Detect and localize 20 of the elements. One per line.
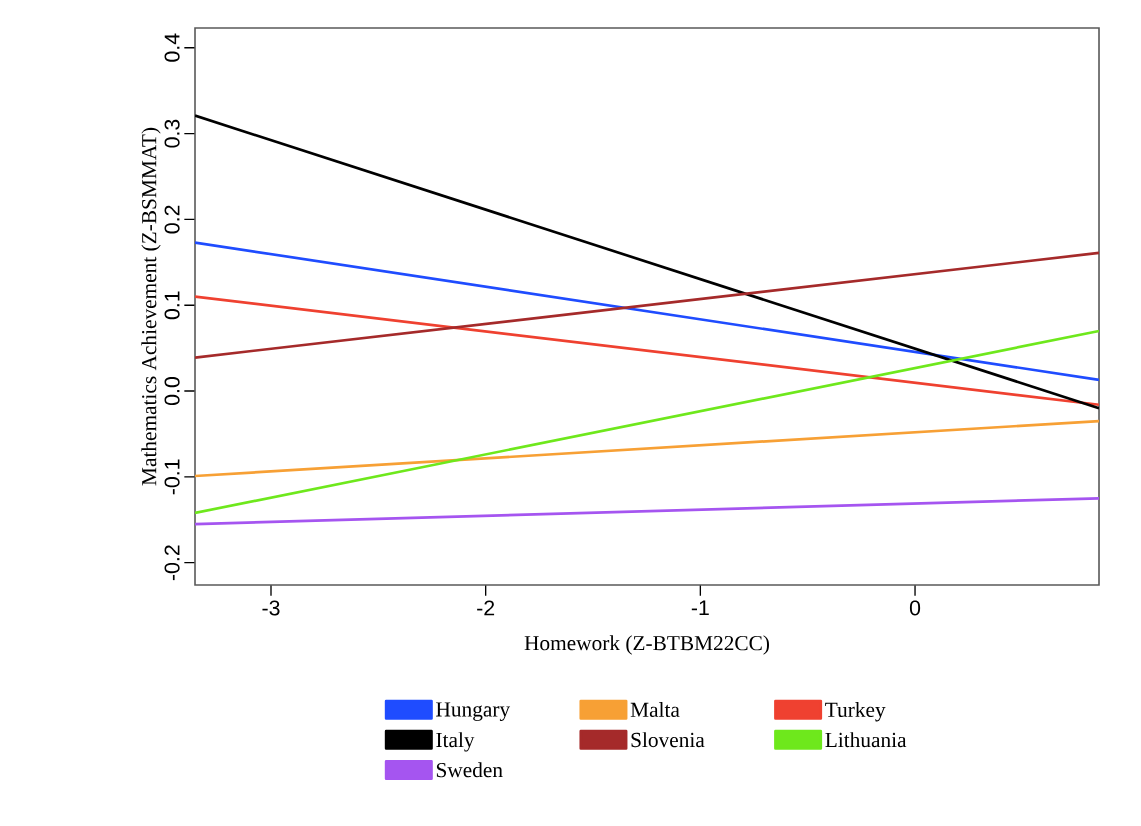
x-tick-label: -3 <box>262 600 280 616</box>
legend-label: Turkey <box>825 702 886 722</box>
y-tick-label: 0.4 <box>164 33 180 62</box>
y-axis-title: Mathematics Achievement (Z-BSMMAT) <box>141 127 161 486</box>
legend-label: Slovenia <box>631 732 705 748</box>
legend-label: Hungary <box>436 702 511 721</box>
legend-label: Malta <box>630 702 680 718</box>
y-tick-label: 0.0 <box>164 377 180 406</box>
x-tick-label: 0 <box>909 600 921 616</box>
x-axis-title: Homework (Z-BTBM22CC) <box>524 635 770 655</box>
y-tick-label: 0.1 <box>164 291 180 320</box>
x-tick-label: -2 <box>477 600 495 616</box>
legend-label: Sweden <box>436 762 503 778</box>
y-tick-label: 0.3 <box>164 119 180 148</box>
y-tick-label: -0.1 <box>164 459 180 495</box>
y-tick-label: 0.2 <box>164 205 180 234</box>
x-tick-label: -1 <box>691 600 709 616</box>
legend-label: Lithuania <box>825 732 907 748</box>
y-tick-label: -0.2 <box>164 545 180 581</box>
legend-label: Italy <box>436 732 475 752</box>
